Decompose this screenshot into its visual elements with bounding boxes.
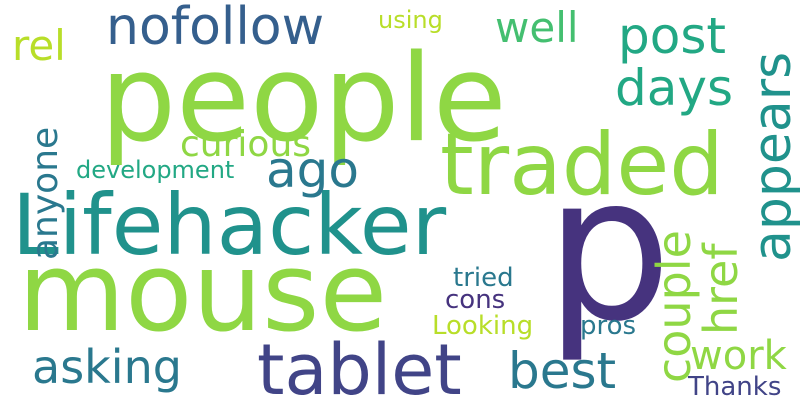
word-tried: tried bbox=[453, 263, 514, 293]
word-mouse: mouse bbox=[18, 228, 388, 356]
word-well: well bbox=[495, 3, 579, 52]
word-using: using bbox=[378, 6, 443, 34]
word-best: best bbox=[508, 342, 617, 400]
word-anyone: anyone bbox=[25, 126, 66, 260]
word-cons: cons bbox=[445, 285, 506, 315]
word-people: people bbox=[100, 30, 507, 169]
word-tablet: tablet bbox=[257, 329, 462, 400]
word-appears: appears bbox=[743, 51, 800, 262]
word-rel: rel bbox=[12, 21, 66, 70]
word-curious: curious bbox=[180, 124, 312, 165]
word-couple: couple bbox=[647, 230, 701, 383]
word-nofollow: nofollow bbox=[106, 0, 325, 57]
word-days: days bbox=[615, 59, 734, 117]
word-lifehacker: Lifehacker bbox=[12, 176, 447, 274]
word-pros: pros bbox=[580, 311, 637, 341]
word-work: work bbox=[690, 333, 787, 379]
word-href: href bbox=[694, 243, 748, 335]
word-looking: Looking bbox=[432, 311, 534, 341]
word-thanks: Thanks bbox=[688, 372, 782, 400]
word-ago: ago bbox=[266, 141, 359, 199]
word-development: development bbox=[76, 156, 235, 184]
word-asking: asking bbox=[32, 340, 182, 394]
word-traded: traded bbox=[440, 115, 724, 215]
word-p: p bbox=[545, 133, 672, 366]
word-post: post bbox=[618, 7, 726, 65]
